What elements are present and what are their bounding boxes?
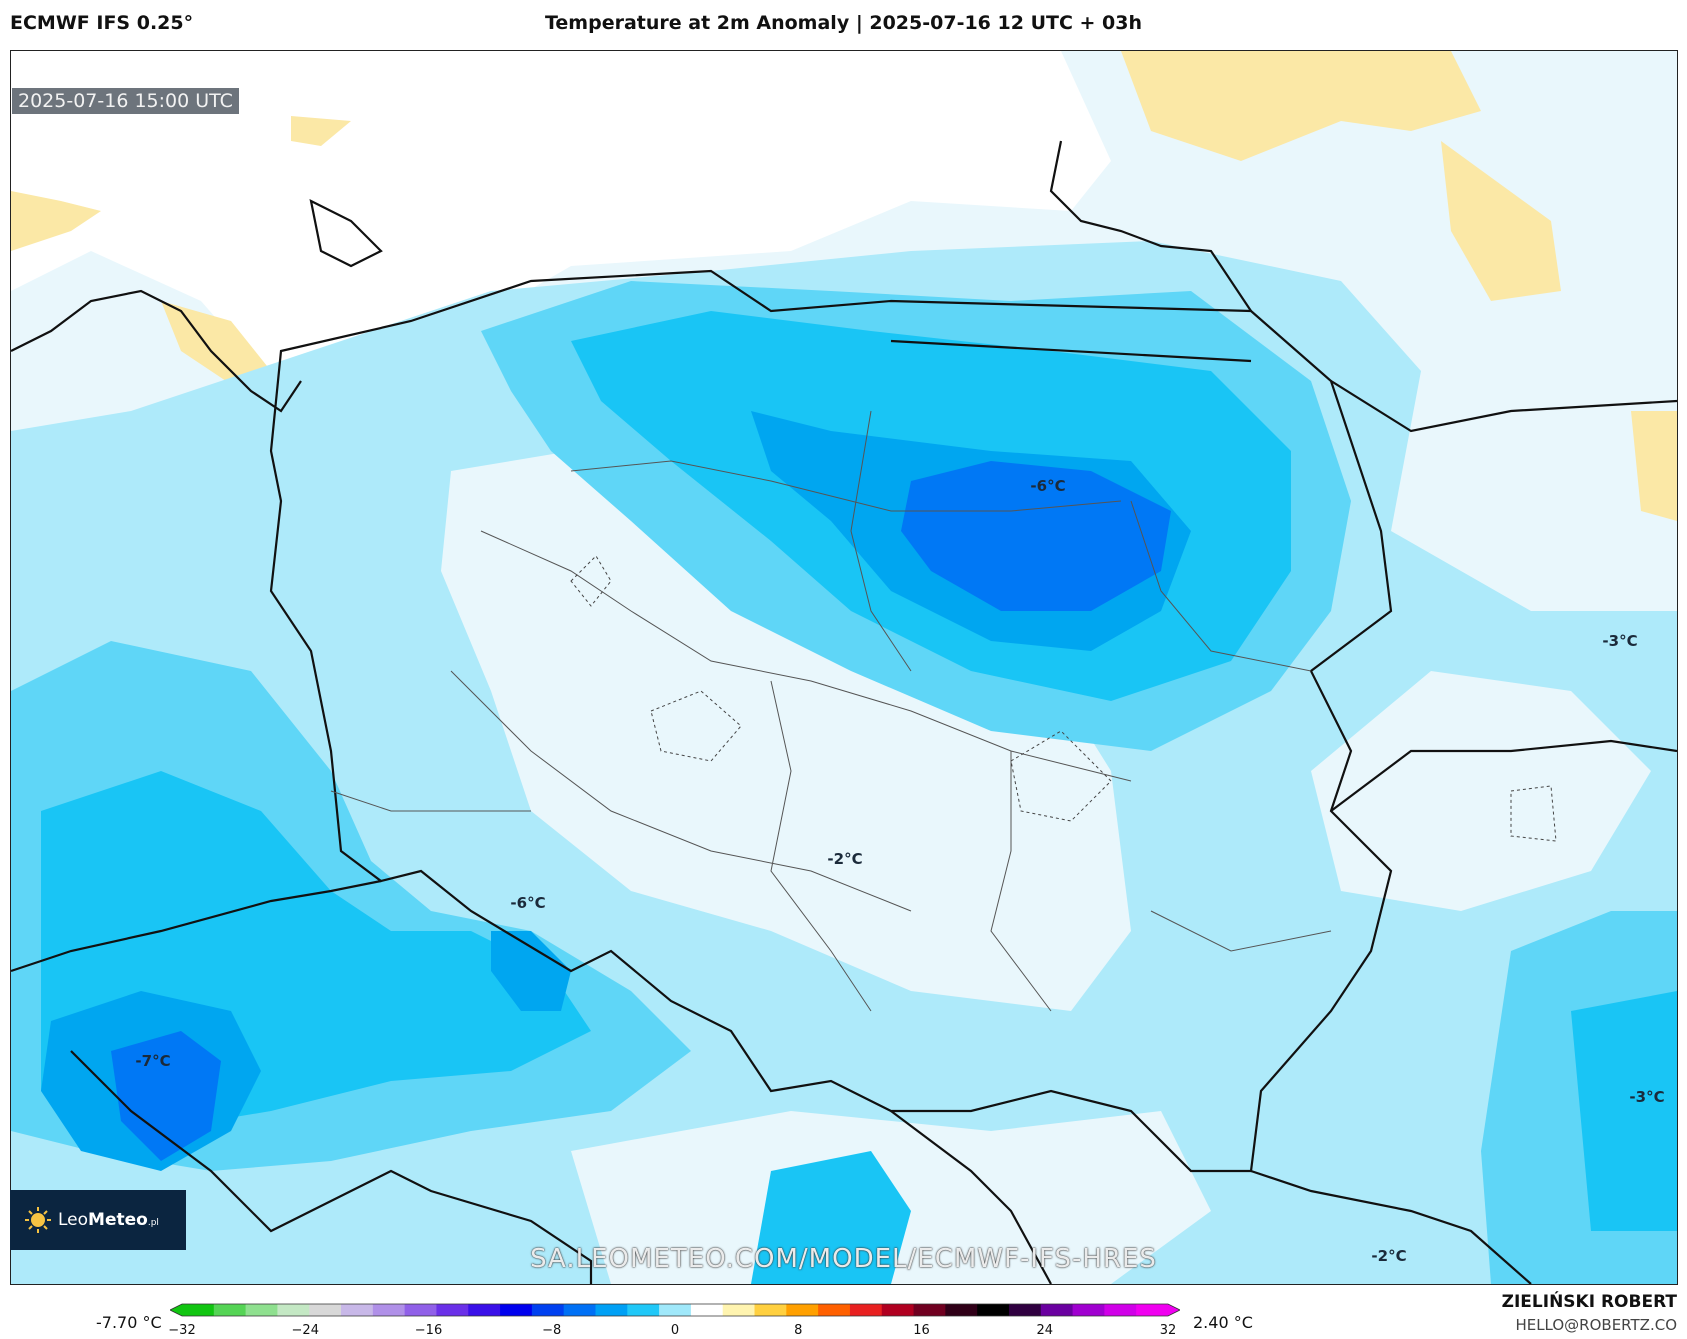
country-borders (11, 140, 1677, 1284)
colorbar-extend-right (1168, 1304, 1180, 1316)
colorbar-extend-left (170, 1304, 182, 1316)
colorbar-cell (977, 1304, 1010, 1316)
colorbar-cell (531, 1304, 565, 1316)
colorbar-tick-label: −8 (542, 1323, 562, 1338)
colorbar-tick-label: 16 (913, 1323, 930, 1338)
south-blue (751, 1151, 911, 1284)
dashed-contours (570, 555, 1557, 842)
warm-patch-left (11, 191, 101, 251)
colorbar-cell (1008, 1304, 1042, 1316)
colorbar-cell (309, 1304, 342, 1316)
anomaly-label: -7°C (135, 1052, 171, 1070)
colorbar-cell (754, 1304, 787, 1316)
central-light-zone (441, 451, 1131, 1011)
author-name: ZIELIŃSKI ROBERT (1501, 1292, 1677, 1312)
colorbar-cell (468, 1304, 501, 1316)
colorbar-cell (881, 1304, 915, 1316)
colorbar-cell (1136, 1304, 1169, 1316)
map-panel[interactable]: -6°C -3°C -2°C -6°C -7°C -3°C -2°C (10, 50, 1678, 1285)
watermark-url: SA.LEOMETEO.COM/MODEL/ECMWF-IFS-HRES (530, 1244, 1157, 1274)
anomaly-map (11, 51, 1677, 1284)
colorbar-cell (627, 1304, 660, 1316)
regional-borders (330, 410, 1332, 1012)
colorbar-cell (436, 1304, 469, 1316)
model-name: ECMWF IFS 0.25° (10, 12, 194, 34)
colorbar-cell (945, 1304, 978, 1316)
colorbar-cell (1040, 1304, 1074, 1316)
colorbar-tick-label: 24 (1036, 1323, 1054, 1338)
se-blue-2 (1571, 991, 1677, 1231)
colorbar-cell (690, 1304, 724, 1316)
sun-icon (25, 1207, 51, 1233)
colorbar-cell (818, 1304, 851, 1316)
east-light-zone (1311, 671, 1651, 911)
sw-blue-core (111, 1031, 221, 1161)
colorbar-min-label: -7.70 °C (96, 1313, 162, 1332)
warm-patch-nw (161, 301, 271, 391)
colorbar-outline (170, 1303, 1180, 1317)
baltic-white-region (11, 51, 1111, 381)
anomaly-label: -6°C (510, 894, 546, 912)
colorbar-cell (372, 1304, 406, 1316)
anomaly-label: -2°C (827, 850, 863, 868)
colorbar (170, 1303, 1180, 1317)
colorbar-cell (404, 1304, 437, 1316)
warm-patch-ne (1121, 51, 1481, 161)
leometeo-logo[interactable]: LeoMeteo.pl (10, 1190, 186, 1250)
colorbar-cell (786, 1304, 819, 1316)
anomaly-label: -3°C (1602, 632, 1638, 650)
colorbar-cell (245, 1304, 278, 1316)
chart-title: Temperature at 2m Anomaly | 2025-07-16 1… (544, 12, 1143, 34)
author-email: HELLO@ROBERTZ.CO (1515, 1316, 1677, 1334)
colorbar-cell (500, 1304, 533, 1316)
colorbar-cell (722, 1304, 756, 1316)
colorbar-cell (659, 1304, 692, 1316)
colorbar-tick-label: −32 (168, 1323, 196, 1338)
colorbar-tick-label: 8 (794, 1323, 803, 1338)
colorbar-cell (595, 1304, 628, 1316)
warm-patch-ne2 (1441, 141, 1561, 301)
anomaly-label: -3°C (1629, 1088, 1665, 1106)
colorbar-cell (277, 1304, 310, 1316)
colorbar-cell (213, 1304, 247, 1316)
colorbar-cell (1072, 1304, 1105, 1316)
colorbar-cell (1104, 1304, 1137, 1316)
czech-blue-core (491, 931, 571, 1011)
anomaly-label: -6°C (1030, 477, 1066, 495)
warm-patch-small (291, 116, 351, 146)
colorbar-max-label: 2.40 °C (1193, 1313, 1253, 1332)
colorbar-cell (913, 1304, 946, 1316)
colorbar-tick-label: −24 (291, 1323, 319, 1338)
colorbar-cell (182, 1304, 215, 1316)
warm-patch-east (1631, 411, 1677, 521)
colorbar-cell (563, 1304, 596, 1316)
colorbar-tick-label: 0 (670, 1323, 680, 1338)
colorbar-tick-label: −16 (414, 1323, 443, 1338)
logo-wordmark: LeoMeteo.pl (58, 1210, 159, 1230)
colorbar-cell (341, 1304, 374, 1316)
colorbar-tick-label: 32 (1159, 1323, 1177, 1338)
anomaly-label: -2°C (1371, 1247, 1407, 1265)
valid-time-badge: 2025-07-16 15:00 UTC (12, 88, 239, 114)
colorbar-cell (849, 1304, 883, 1316)
north-blue-core (901, 461, 1171, 611)
